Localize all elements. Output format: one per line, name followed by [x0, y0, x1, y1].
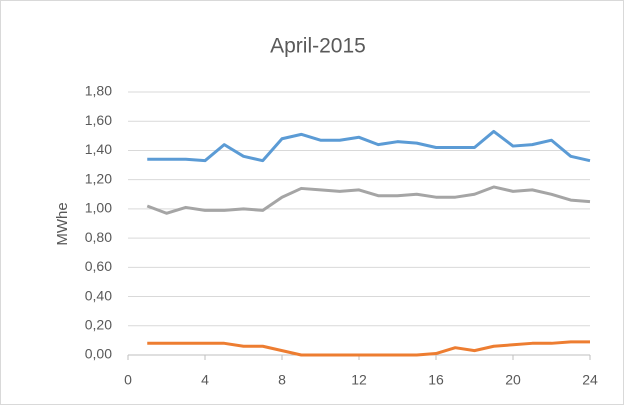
- x-tick-label: 16: [428, 372, 444, 388]
- x-tick-label: 0: [124, 372, 132, 388]
- series-line: [146, 185, 591, 215]
- y-tick-label: 0,60: [85, 258, 112, 274]
- chart-title: April-2015: [270, 35, 366, 58]
- y-axis-label: MWhe: [54, 202, 71, 245]
- y-tick-label: 1,80: [85, 83, 112, 99]
- x-tick-label: 20: [505, 372, 521, 388]
- series-line: [147, 129, 591, 163]
- y-tick-label: 0,00: [85, 346, 112, 362]
- x-tick-label: 4: [201, 372, 209, 388]
- y-tick-label: 1,00: [85, 200, 112, 216]
- x-tick-label: 8: [278, 372, 286, 388]
- y-tick-label: 1,40: [85, 141, 112, 157]
- x-tick-label: 24: [582, 372, 598, 388]
- y-tick-label: 0,80: [85, 229, 112, 245]
- x-tick-label: 12: [351, 372, 367, 388]
- y-tick-label: 0,40: [85, 287, 112, 303]
- y-tick-label: 1,20: [85, 170, 112, 186]
- y-tick-label: 0,20: [85, 316, 112, 332]
- y-tick-label: 1,60: [85, 112, 112, 128]
- series-line: [147, 340, 590, 357]
